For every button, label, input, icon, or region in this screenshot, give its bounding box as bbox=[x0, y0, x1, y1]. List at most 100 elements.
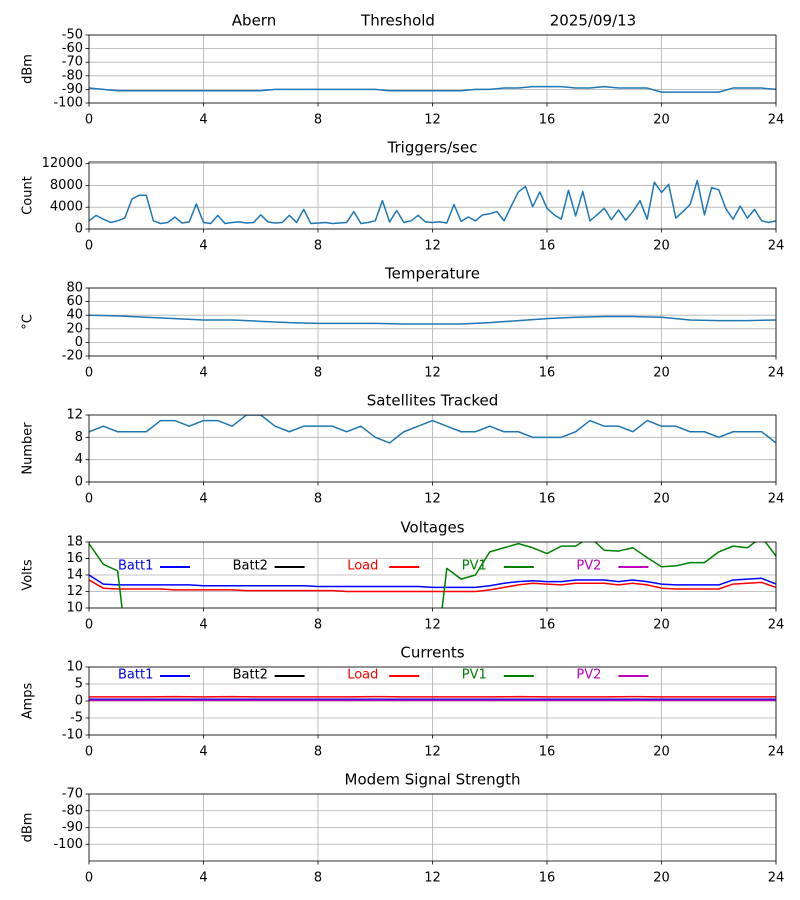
legend-label: PV1 bbox=[462, 668, 487, 683]
data-line bbox=[89, 314, 776, 325]
x-tick-label: 12 bbox=[424, 871, 441, 886]
x-tick-label: 4 bbox=[199, 618, 207, 633]
x-tick-label: 24 bbox=[768, 618, 785, 633]
y-tick-label: 18 bbox=[66, 535, 83, 550]
axes-frame bbox=[88, 161, 777, 230]
y-tick-label: 12 bbox=[66, 408, 83, 423]
x-tick-label: 4 bbox=[199, 745, 207, 760]
x-tick-label: 0 bbox=[85, 113, 93, 128]
legend-label: Batt2 bbox=[233, 559, 268, 574]
legend-label: Batt1 bbox=[118, 559, 153, 574]
data-line bbox=[89, 85, 776, 93]
chart-title: Triggers/sec bbox=[387, 139, 478, 157]
y-tick-label: 8 bbox=[75, 430, 83, 445]
x-tick-label: 16 bbox=[539, 618, 556, 633]
y-tick-label: -100 bbox=[53, 837, 83, 852]
y-tick-label: -90 bbox=[62, 82, 83, 97]
x-tick-label: 12 bbox=[424, 366, 441, 381]
x-tick-label: 20 bbox=[653, 239, 670, 254]
x-tick-label: 12 bbox=[424, 492, 441, 507]
legend-label: Load bbox=[347, 668, 378, 683]
y-tick-label: -5 bbox=[70, 711, 83, 726]
x-tick-label: 12 bbox=[424, 113, 441, 128]
chart-title: Satellites Tracked bbox=[367, 392, 498, 410]
legend-label: Batt2 bbox=[233, 668, 268, 683]
y-tick-label: 0 bbox=[75, 222, 83, 237]
legend-label: PV2 bbox=[576, 668, 601, 683]
axes-frame bbox=[88, 666, 777, 736]
y-tick-label: -80 bbox=[62, 803, 83, 818]
x-tick-label: 4 bbox=[199, 113, 207, 128]
plot-area bbox=[89, 695, 776, 702]
x-tick-label: 8 bbox=[314, 492, 322, 507]
x-tick-label: 16 bbox=[539, 492, 556, 507]
panel: Triggers/sec Count 0 4 8 12 16 20 24 0 4000 8000 120… bbox=[21, 139, 785, 254]
x-tick-label: 0 bbox=[85, 745, 93, 760]
y-tick-label: 16 bbox=[66, 551, 83, 566]
chart-title: Temperature bbox=[384, 265, 480, 283]
x-tick-label: 20 bbox=[653, 618, 670, 633]
y-tick-label: 40 bbox=[66, 308, 83, 323]
y-tick-label: 80 bbox=[66, 281, 83, 296]
panel: Abern Threshold 2025/09/13 dBm 0 4 8 12 16 20 24 -5… bbox=[21, 12, 785, 128]
y-tick-label: 12000 bbox=[42, 156, 83, 171]
data-line bbox=[89, 574, 776, 589]
x-tick-label: 20 bbox=[653, 113, 670, 128]
x-tick-label: 20 bbox=[653, 366, 670, 381]
y-tick-label: 14 bbox=[66, 568, 83, 583]
x-tick-label: 8 bbox=[314, 618, 322, 633]
axes-frame bbox=[88, 414, 777, 483]
data-line bbox=[89, 179, 776, 225]
panel: Currents Amps 0 4 8 12 16 20 24 -10 -5 0 5 10 Batt1 Bat… bbox=[21, 644, 785, 760]
plot-area bbox=[89, 85, 776, 93]
x-tick-label: 16 bbox=[539, 871, 556, 886]
axes-frame bbox=[88, 34, 777, 104]
x-tick-label: 0 bbox=[85, 492, 93, 507]
x-tick-label: 12 bbox=[424, 745, 441, 760]
x-tick-label: 16 bbox=[539, 113, 556, 128]
y-axis-label: Number bbox=[21, 422, 36, 475]
x-tick-label: 16 bbox=[539, 239, 556, 254]
x-tick-label: 24 bbox=[768, 492, 785, 507]
y-axis-label: dBm bbox=[21, 813, 36, 843]
x-tick-label: 12 bbox=[424, 618, 441, 633]
legend-label: Batt1 bbox=[118, 668, 153, 683]
data-line bbox=[89, 579, 776, 593]
y-axis-label: Volts bbox=[21, 559, 36, 591]
y-tick-label: 12 bbox=[66, 584, 83, 599]
x-tick-label: 24 bbox=[768, 871, 785, 886]
x-tick-label: 8 bbox=[314, 745, 322, 760]
chart-title: Modem Signal Strength bbox=[345, 771, 521, 789]
axes-frame bbox=[88, 287, 777, 357]
data-line bbox=[89, 542, 776, 608]
y-tick-label: -20 bbox=[62, 349, 83, 364]
y-tick-label: 0 bbox=[75, 335, 83, 350]
x-tick-label: 8 bbox=[314, 871, 322, 886]
legend-label: Load bbox=[347, 559, 378, 574]
x-tick-label: 8 bbox=[314, 113, 322, 128]
y-tick-label: -60 bbox=[62, 41, 83, 56]
x-tick-label: 0 bbox=[85, 871, 93, 886]
y-tick-label: -50 bbox=[62, 28, 83, 43]
panel: Modem Signal Strength dBm 0 4 8 12 16 20 24 -70-8… bbox=[21, 771, 785, 886]
y-tick-label: 60 bbox=[66, 294, 83, 309]
plot-area bbox=[89, 542, 776, 608]
y-tick-label: 4000 bbox=[50, 200, 83, 215]
x-tick-label: 4 bbox=[199, 871, 207, 886]
y-tick-label: -10 bbox=[62, 728, 83, 743]
chart-title: Currents bbox=[400, 644, 464, 662]
plot-area bbox=[89, 314, 776, 325]
x-tick-label: 8 bbox=[314, 366, 322, 381]
y-axis-label: °C bbox=[21, 314, 36, 330]
y-tick-label: 5 bbox=[75, 677, 83, 692]
y-tick-label: -100 bbox=[53, 96, 83, 111]
x-tick-label: 4 bbox=[199, 239, 207, 254]
x-tick-label: 24 bbox=[768, 745, 785, 760]
y-tick-label: -70 bbox=[62, 787, 83, 802]
panel: Satellites Tracked Number 0 4 8 12 16 20 24 0 4 8 12 bbox=[21, 392, 785, 507]
y-tick-label: 0 bbox=[75, 475, 83, 490]
plot-area bbox=[89, 179, 776, 225]
x-tick-label: 24 bbox=[768, 239, 785, 254]
